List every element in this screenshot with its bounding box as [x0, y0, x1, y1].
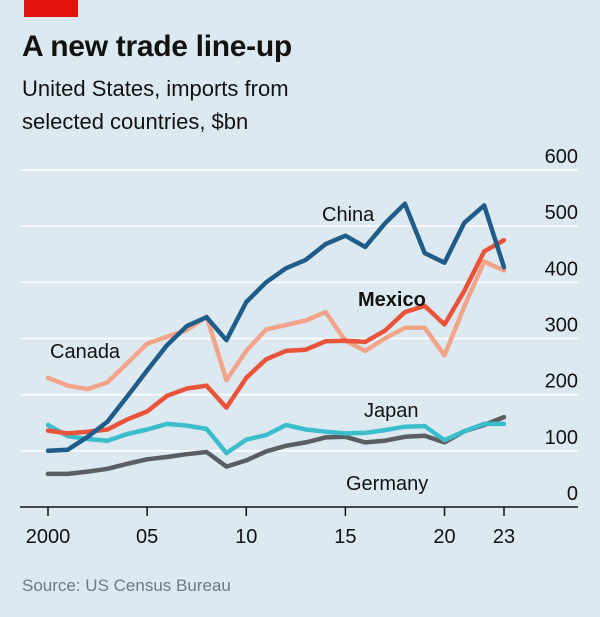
- series-line-japan: [45, 421, 507, 456]
- x-tick-label: 20: [433, 526, 455, 548]
- y-tick-label: 500: [545, 202, 578, 224]
- series-lines: [45, 201, 507, 477]
- series-line-mexico: [45, 237, 507, 436]
- y-tick-label: 200: [545, 371, 578, 393]
- chart-subtitle: United States, imports from selected cou…: [22, 72, 289, 138]
- x-tick-label: 15: [334, 526, 356, 548]
- y-tick-label: 300: [545, 315, 578, 337]
- y-tick-label: 0: [567, 483, 578, 505]
- series-line-germany: [45, 414, 507, 477]
- chart-title: A new trade line-up: [22, 30, 292, 63]
- series-label-china: China: [322, 204, 375, 226]
- series-line-canada: [45, 259, 507, 392]
- subtitle-line-2: selected countries, $bn: [22, 109, 249, 134]
- axes: 0 100 200 300 400 500 600 2000 05 10 15 20 23: [20, 146, 578, 548]
- series-line-china: [45, 201, 507, 454]
- series-label-mexico: Mexico: [358, 289, 426, 311]
- y-tick-label: 100: [545, 427, 578, 449]
- gridlines: [20, 169, 578, 452]
- source-note: Source: US Census Bureau: [22, 576, 231, 595]
- x-tick-label: 05: [136, 526, 158, 548]
- series-label-germany: Germany: [346, 473, 428, 495]
- y-tick-label: 400: [545, 258, 578, 280]
- series-label-canada: Canada: [50, 341, 121, 363]
- series-labels: China Canada Mexico Japan Germany: [50, 204, 428, 495]
- x-tick-label: 10: [235, 526, 257, 548]
- series-label-japan: Japan: [364, 400, 419, 422]
- brand-red-tag: [24, 0, 78, 17]
- y-tick-label: 600: [545, 146, 578, 168]
- subtitle-line-1: United States, imports from: [22, 76, 289, 101]
- x-tick-label: 2000: [26, 526, 71, 548]
- x-tick-label: 23: [493, 526, 515, 548]
